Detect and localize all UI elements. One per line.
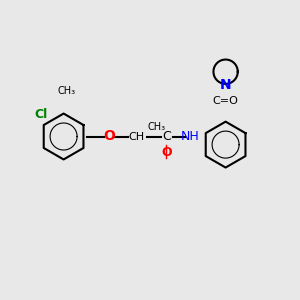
Text: Cl: Cl [34,108,47,122]
Text: N: N [220,78,231,92]
Text: O: O [103,130,116,143]
Text: C=O: C=O [213,96,238,106]
Text: NH: NH [181,130,200,143]
Text: CH₃: CH₃ [57,85,75,96]
Text: CH₃: CH₃ [147,122,165,132]
Text: C: C [162,130,171,143]
Text: CH: CH [128,131,145,142]
Text: O: O [161,146,172,159]
